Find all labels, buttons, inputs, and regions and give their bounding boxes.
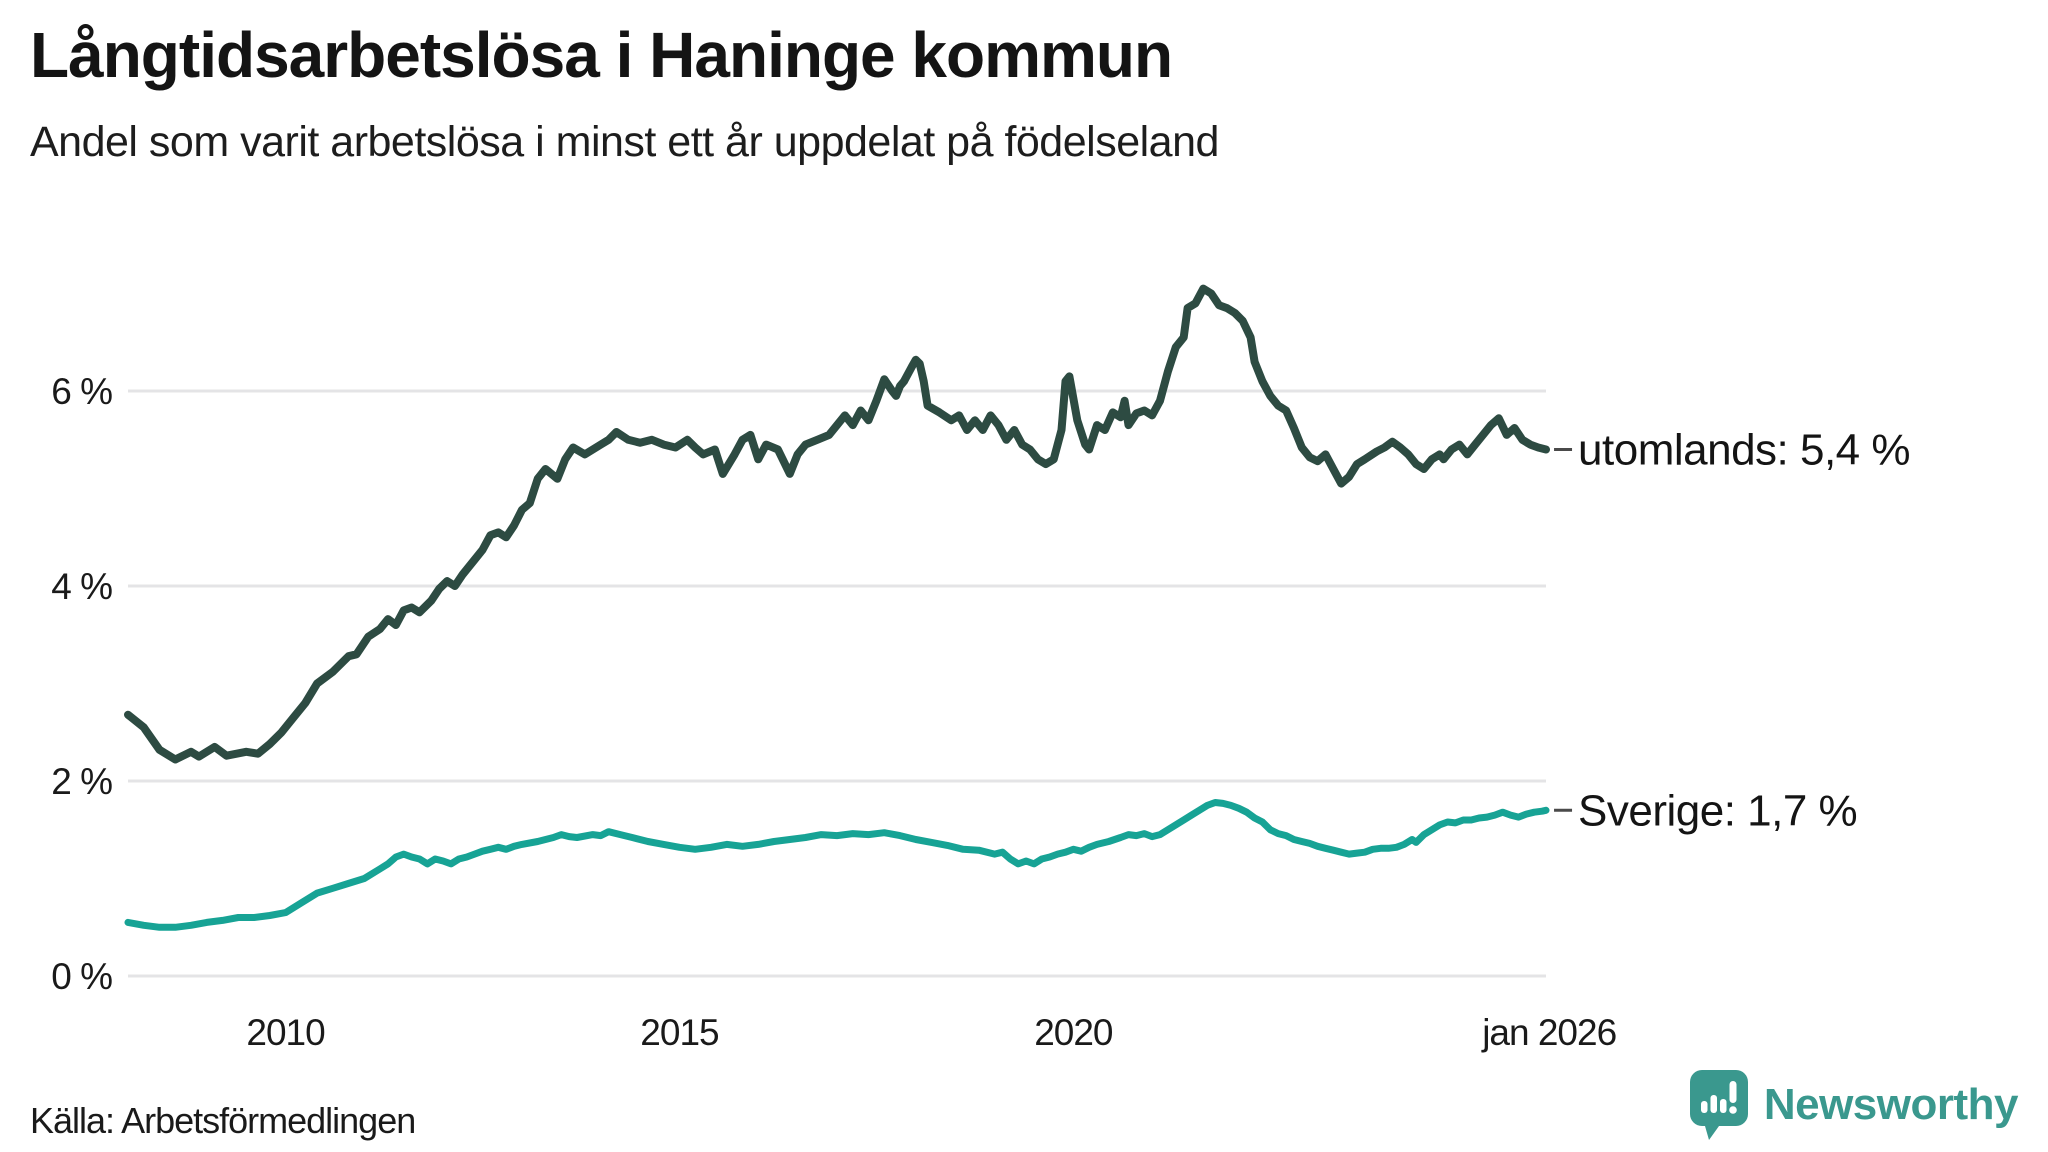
series-end-labels: utomlands: 5,4 % Sverige: 1,7 % <box>1554 426 1911 835</box>
axis-tick-labels: 0 % 2 % 4 % 6 % 2010 2015 2020 jan 2026 <box>51 371 1617 1053</box>
x-axis-tick-label: 2015 <box>640 1012 719 1053</box>
page-title: Långtidsarbetslösa i Haninge kommun <box>30 19 1173 91</box>
newsworthy-logo: Newsworthy <box>1688 1068 2019 1142</box>
y-axis-tick-label: 0 % <box>51 956 112 997</box>
y-axis-tick-label: 4 % <box>51 566 112 607</box>
newsworthy-wordmark: Newsworthy <box>1763 1080 2019 1129</box>
source-caption: Källa: Arbetsförmedlingen <box>30 1100 416 1141</box>
utomlands-line <box>124 284 1550 764</box>
y-axis-tick-label: 6 % <box>51 371 112 412</box>
x-axis-tick-label: 2020 <box>1034 1012 1113 1053</box>
Sverige-end-label: Sverige: 1,7 % <box>1578 786 1857 835</box>
gridlines <box>128 389 1546 978</box>
x-axis-tick-label: jan 2026 <box>1481 1012 1616 1053</box>
utomlands-end-label: utomlands: 5,4 % <box>1578 426 1910 475</box>
x-axis-tick-label: 2010 <box>246 1012 325 1053</box>
newsworthy-speech-bubble-bar-chart-icon <box>1688 1068 1750 1142</box>
y-axis-tick-label: 2 % <box>51 761 112 802</box>
Sverige-line <box>124 799 1550 931</box>
page-subtitle: Andel som varit arbetslösa i minst ett å… <box>30 118 1219 166</box>
series-lines <box>124 284 1550 931</box>
